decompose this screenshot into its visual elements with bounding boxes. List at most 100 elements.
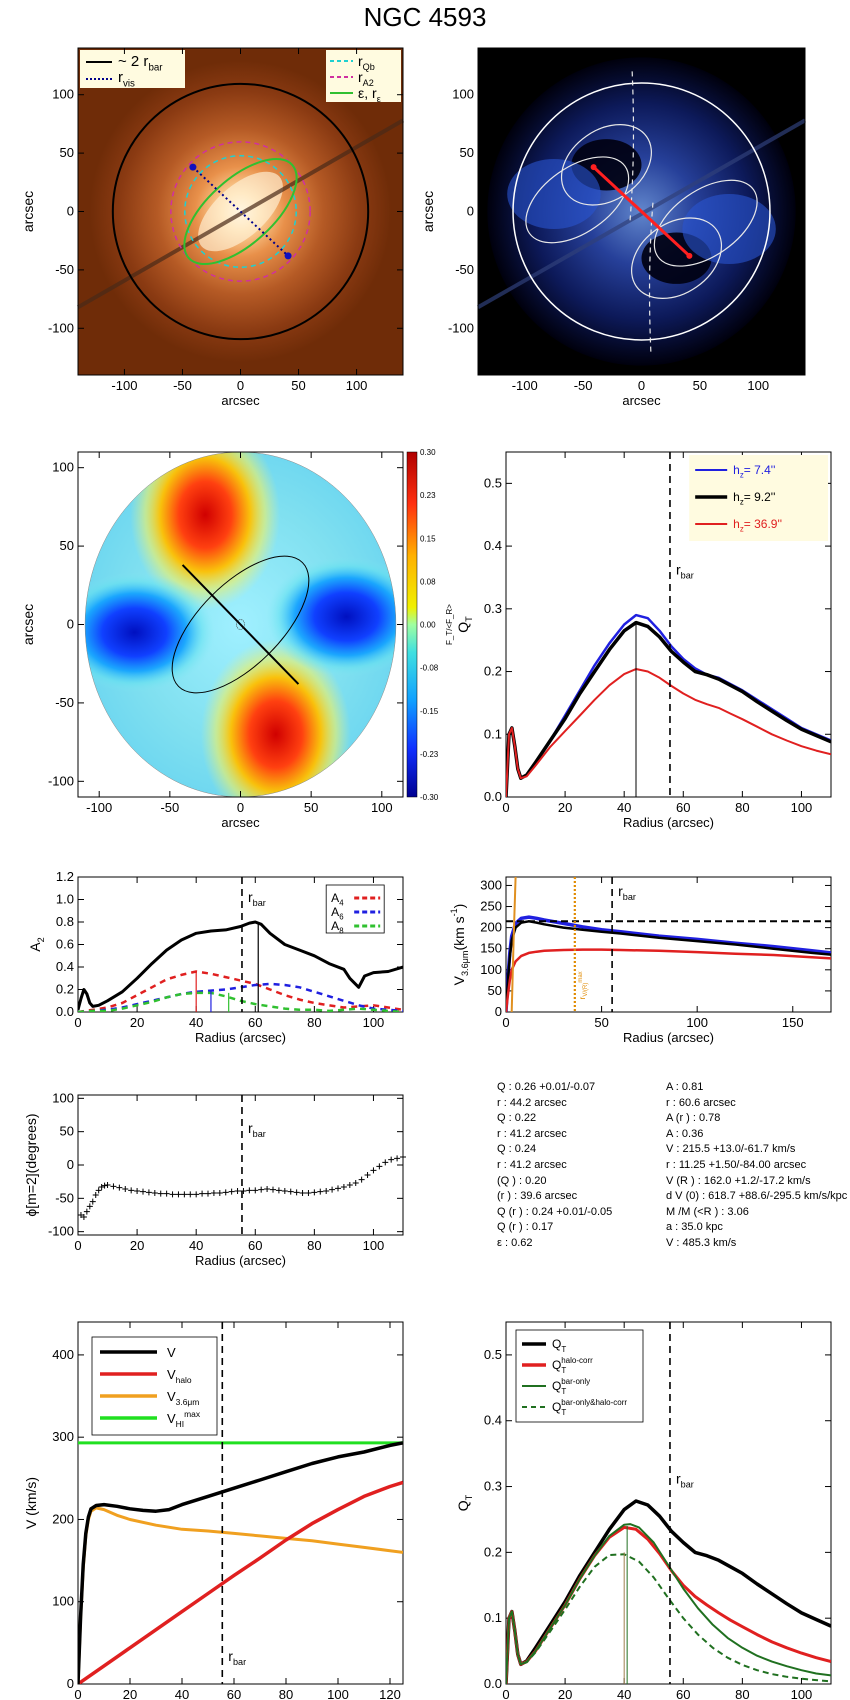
image-artifact-stripe xyxy=(477,118,806,310)
bar-end-marker xyxy=(189,163,197,171)
phase-point xyxy=(169,1191,176,1198)
phase_profile-frame xyxy=(77,1094,404,1236)
y-tick-label: -50 xyxy=(55,1190,74,1205)
series-line-0 xyxy=(506,915,831,1012)
y-tick-label: 0.2 xyxy=(56,982,74,997)
y-tick-label: 0 xyxy=(495,1004,502,1019)
phase-point xyxy=(181,1191,188,1198)
qt-hz-legend: hz= 7.4'' hz= 9.2'' hz= 36.9'' xyxy=(689,455,828,541)
y-tick-label: 0.4 xyxy=(484,1413,502,1428)
phase-point xyxy=(329,1186,336,1193)
y-tick-label: 0.1 xyxy=(484,1610,502,1625)
phase-point xyxy=(340,1184,347,1190)
y-axis-label: A2 xyxy=(27,937,46,951)
phase-point xyxy=(346,1182,353,1188)
legend-label: hz= 9.2'' xyxy=(733,490,775,507)
phase-point xyxy=(222,1189,229,1196)
legend-label: VHImax xyxy=(167,1409,201,1429)
force-contour xyxy=(631,217,723,300)
phase-point xyxy=(317,1188,324,1195)
y-tick-label: -100 xyxy=(448,320,474,335)
y-axis-label: V (km/s) xyxy=(23,1477,39,1529)
colorbar-tick-label: 0.23 xyxy=(420,491,436,500)
colorbar-tick-label: 0.30 xyxy=(420,448,436,457)
phase-point xyxy=(382,1159,389,1166)
colorbar-tick-label: 0.15 xyxy=(420,534,436,543)
y-axis-label: QT xyxy=(455,616,474,633)
bar-end-marker xyxy=(284,252,292,260)
y-tick-label: 0.1 xyxy=(484,726,502,741)
x-tick-label: 80 xyxy=(307,1238,321,1253)
y-axis-label: arcsec xyxy=(20,604,36,645)
x-tick-label: 20 xyxy=(123,1687,137,1700)
phase-point xyxy=(311,1189,318,1196)
zero-contour xyxy=(629,71,635,224)
phase-point xyxy=(163,1190,170,1197)
stats-line: M /M (<R ) : 3.06 xyxy=(666,1205,749,1218)
ellipticity-ellipse xyxy=(183,158,298,265)
rbar-label: rbar xyxy=(248,1120,266,1139)
phase-point xyxy=(187,1191,194,1198)
image-artifact-stripe xyxy=(77,118,404,309)
y-tick-label: 0.0 xyxy=(56,1004,74,1019)
y-tick-label: 0.5 xyxy=(484,475,502,490)
force_contours-axes: -100 -50 0 50 100 -100 -50 0 50 100 arcsec arcsec xyxy=(420,47,806,408)
x-tick-label: -100 xyxy=(512,378,538,393)
rbar-label: rbar xyxy=(228,1648,246,1667)
y-tick-label: 0 xyxy=(467,204,474,219)
x-tick-label: 40 xyxy=(189,1015,203,1030)
contour-image-panel xyxy=(477,48,806,375)
rotation_halo-frame xyxy=(77,1321,404,1685)
legend-label: A8 xyxy=(331,919,343,936)
stats-right: A : 0.81 r : 60.6 arcsec A (r ) : 0.78 A : … xyxy=(666,1080,847,1252)
y-tick-label: 0.2 xyxy=(484,1544,502,1559)
y-tick-label: 50 xyxy=(488,983,502,998)
rvis-line xyxy=(192,166,289,257)
phase-point xyxy=(275,1187,282,1194)
x-tick-label: 40 xyxy=(617,800,631,815)
y-tick-label: 0.2 xyxy=(484,664,502,679)
y-tick-label: 50 xyxy=(60,1124,74,1139)
phase-point xyxy=(335,1185,341,1192)
x-tick-label: 40 xyxy=(189,1238,203,1253)
legend-label: hz= 36.9'' xyxy=(733,517,782,534)
stats-line: r : 41.2 arcsec xyxy=(497,1127,567,1140)
series-line-1 xyxy=(506,620,831,797)
phase-point xyxy=(364,1172,371,1178)
x-tick-label: 80 xyxy=(735,800,749,815)
colorbar-tick-label: 0.00 xyxy=(420,621,436,630)
y-tick-label: 0 xyxy=(67,1676,74,1691)
phase-point xyxy=(228,1188,235,1195)
phase-point xyxy=(270,1186,276,1193)
colorbar xyxy=(406,451,418,798)
x-tick-label: 100 xyxy=(686,1015,708,1030)
x-tick-label: -100 xyxy=(111,378,137,393)
y-axis-label: arcsec xyxy=(20,191,36,232)
x-tick-label: -50 xyxy=(160,800,179,815)
x-tick-label: 0 xyxy=(74,1687,81,1700)
phase-point xyxy=(287,1188,294,1195)
y-tick-label: 0.0 xyxy=(484,789,502,804)
y-tick-label: 300 xyxy=(52,1429,74,1444)
y-tick-label: -50 xyxy=(55,262,74,277)
x-tick-label: 100 xyxy=(327,1687,349,1700)
x-tick-label: 40 xyxy=(617,1687,631,1700)
legend-label: V xyxy=(167,1345,176,1360)
phase-point xyxy=(116,1184,123,1191)
force-lobe xyxy=(266,556,396,677)
phase-point xyxy=(352,1180,359,1186)
rbar-circle xyxy=(111,82,370,341)
legend-label: Vhalo xyxy=(167,1367,192,1385)
rbar-circle xyxy=(512,82,771,341)
y-tick-label: 200 xyxy=(480,920,502,935)
y-tick-label: -100 xyxy=(48,320,74,335)
colorbar-tick-label: -0.23 xyxy=(420,750,439,759)
x-axis-label: Radius (arcsec) xyxy=(195,1253,286,1268)
y-tick-label: 100 xyxy=(52,1594,74,1609)
stats-line: a : 35.0 kpc xyxy=(666,1221,723,1234)
x-tick-label: 50 xyxy=(693,378,707,393)
phase_profile-axes: 0 20 40 60 80 100 -100 -50 0 50 100 Radius (arcsec)… xyxy=(23,1090,406,1268)
phase-point xyxy=(376,1163,383,1170)
